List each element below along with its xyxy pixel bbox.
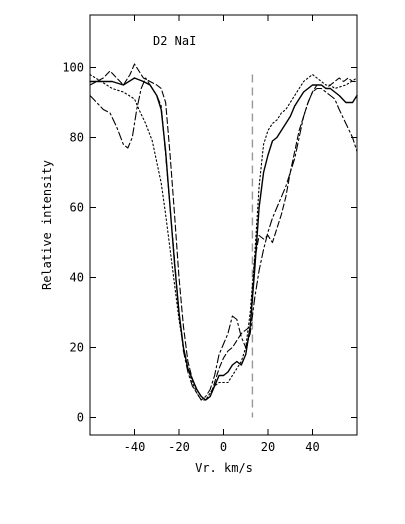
series-group bbox=[89, 63, 358, 401]
x-tick-label: 20 bbox=[261, 440, 275, 454]
x-tick-label: 0 bbox=[220, 440, 227, 454]
x-tick-label: -20 bbox=[168, 440, 190, 454]
plot-annotation: D2 NaI bbox=[153, 34, 196, 48]
y-tick-label: 40 bbox=[70, 271, 84, 285]
y-tick-label: 60 bbox=[70, 201, 84, 215]
x-axis-label: Vr. km/s bbox=[195, 461, 253, 475]
y-tick-label: 0 bbox=[77, 411, 84, 425]
series-line-dotted bbox=[89, 73, 358, 401]
y-tick-label: 80 bbox=[70, 131, 84, 145]
y-tick-label: 20 bbox=[70, 341, 84, 355]
x-axis-ticks: -40 -20 0 20 40 bbox=[124, 15, 320, 454]
series-line-dashed bbox=[89, 63, 358, 401]
y-axis-ticks: 0 20 40 60 80 100 bbox=[62, 61, 357, 425]
x-tick-label: -40 bbox=[124, 440, 146, 454]
y-tick-label: 100 bbox=[62, 61, 84, 75]
series-line-dashdot bbox=[89, 77, 358, 401]
x-tick-label: 40 bbox=[305, 440, 319, 454]
y-axis-label: Relative intensity bbox=[40, 160, 54, 290]
